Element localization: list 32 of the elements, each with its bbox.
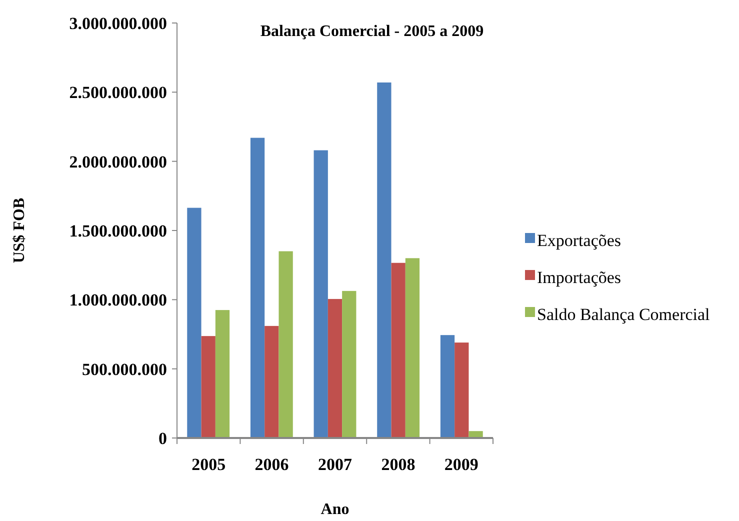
- bar: [377, 82, 392, 438]
- bar: [278, 251, 293, 438]
- legend-label: Exportações: [537, 230, 622, 250]
- x-tick-label: 2006: [254, 455, 289, 474]
- y-tick-label: 0: [158, 428, 167, 448]
- y-tick-label: 1.500.000.000: [69, 221, 167, 240]
- x-tick-label: 2008: [381, 455, 416, 474]
- chart-title: Balança Comercial - 2005 a 2009: [260, 23, 484, 40]
- x-tick-label: 2005: [192, 455, 226, 474]
- y-tick-label: 2.000.000.000: [69, 152, 167, 172]
- bar: [215, 310, 230, 438]
- x-axis-title: Ano: [320, 501, 350, 518]
- bar: [328, 298, 342, 438]
- bar: [250, 138, 265, 438]
- y-tick-label: 2.500.000.000: [69, 83, 167, 102]
- bar: [440, 335, 455, 438]
- bar: [391, 262, 406, 438]
- x-tick-label: 2009: [444, 455, 478, 474]
- bar: [187, 208, 202, 438]
- bar: [264, 326, 279, 438]
- x-tick-label: 2007: [318, 455, 352, 474]
- bar: [405, 258, 420, 438]
- bar: [342, 290, 356, 438]
- bar: [201, 336, 216, 438]
- y-tick-label: 3.000.000.000: [69, 14, 167, 33]
- legend-label: Saldo Balança Comercial: [537, 304, 710, 324]
- y-tick-label: 1.000.000.000: [69, 290, 167, 310]
- y-tick-label: 500.000.000: [82, 360, 167, 379]
- bar: [314, 150, 328, 438]
- bar: [454, 342, 469, 438]
- legend-label: Importações: [537, 268, 622, 287]
- y-axis-title: US$ FOB: [11, 198, 28, 264]
